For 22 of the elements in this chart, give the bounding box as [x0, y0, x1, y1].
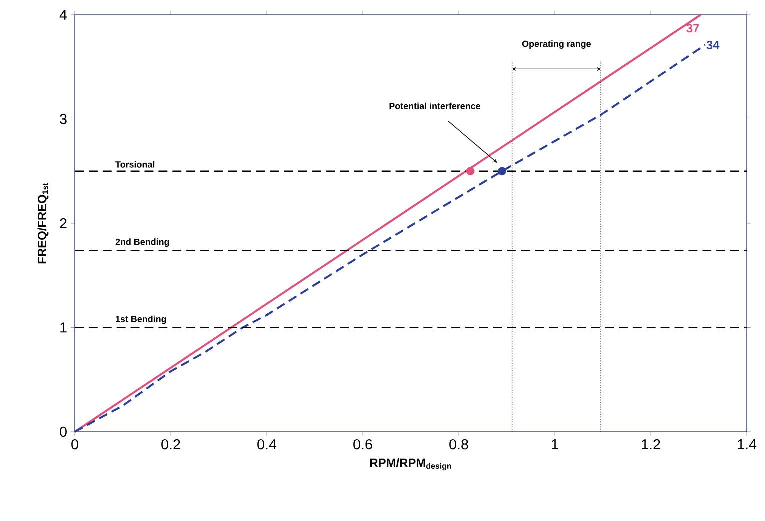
x-tick-label: 0 — [72, 439, 78, 450]
y-tick-label: 0 — [60, 426, 67, 438]
series-label: 34 — [706, 40, 720, 50]
y-axis-title: FREQ/FREQ$_{1st}$ — [38, 183, 49, 264]
x-tick-label: 0.8 — [450, 439, 468, 450]
x-tick-label: 1.4 — [738, 439, 757, 450]
ref-line-label: 1st Bending — [116, 316, 166, 324]
y-tick-label: 1 — [60, 322, 67, 333]
annotation: Potential interference — [390, 102, 481, 110]
x-tick-label: 1.2 — [642, 439, 660, 450]
x-axis-title: RPM/RPM$_{design}$ — [370, 458, 452, 471]
x-tick-label: 0.4 — [258, 439, 277, 450]
y-tick-label: 4 — [60, 10, 68, 20]
y-tick-label: 3 — [60, 114, 67, 124]
x-tick-label: 1 — [552, 439, 558, 450]
x-tick-label: 0.2 — [162, 439, 180, 450]
x-tick-label: 0.6 — [354, 439, 372, 450]
series-label: 37 — [686, 24, 700, 33]
annotation: Operating range — [522, 40, 592, 50]
ref-line-label: Torsional — [116, 161, 155, 168]
ref-line-label: 2nd Bending — [116, 238, 170, 248]
y-tick-label: 2 — [60, 218, 67, 228]
